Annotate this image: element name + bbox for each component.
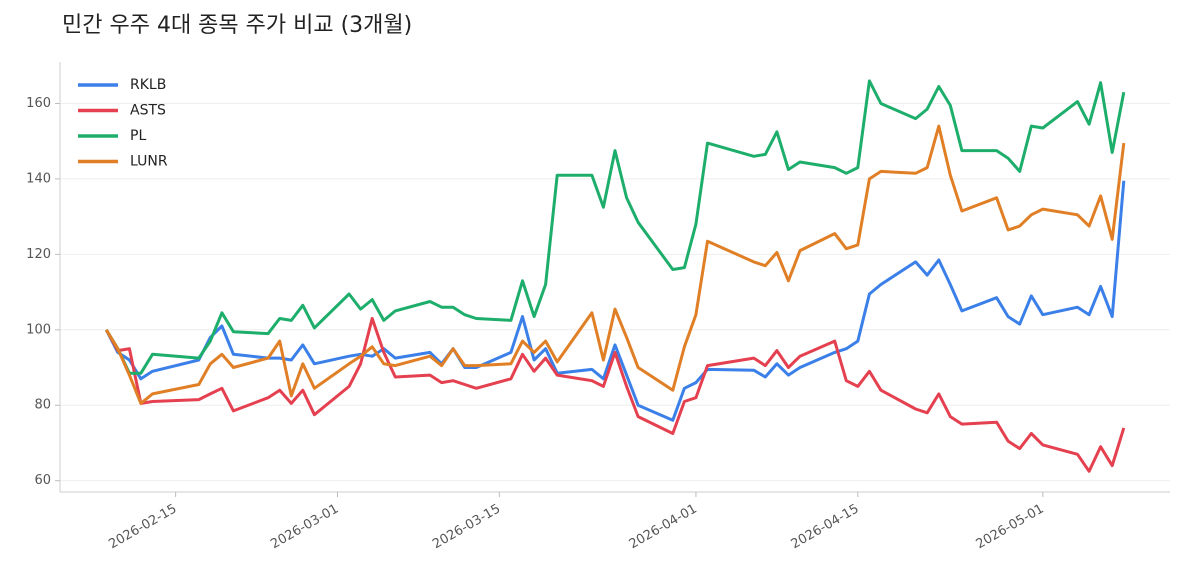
x-tick-label: 2026-03-15: [430, 502, 503, 553]
x-tick-label: 2026-04-01: [627, 502, 700, 553]
x-tick-label: 2026-05-01: [974, 502, 1047, 553]
legend-text: PL: [130, 128, 146, 144]
line-series: [104, 317, 1126, 473]
legend-text: RKLB: [130, 77, 166, 93]
line-series: [105, 79, 1126, 375]
legend-text: ASTS: [130, 103, 166, 119]
line-series: [105, 124, 1126, 405]
chart-title: 민간 우주 4대 종목 주가 비교 (3개월): [62, 13, 412, 38]
y-tick-label: 120: [26, 247, 51, 262]
legend-text: LUNR: [130, 154, 168, 170]
line-series: [104, 180, 1126, 422]
x-tick-label: 2026-03-01: [268, 502, 341, 553]
y-tick-label: 60: [34, 473, 51, 488]
y-tick-label: 140: [26, 171, 51, 186]
y-tick-label: 100: [26, 322, 51, 337]
x-tick-label: 2026-04-15: [789, 502, 862, 553]
y-tick-label: 80: [34, 398, 51, 413]
y-tick-label: 160: [26, 96, 51, 111]
x-tick-label: 2026-02-15: [106, 502, 179, 553]
